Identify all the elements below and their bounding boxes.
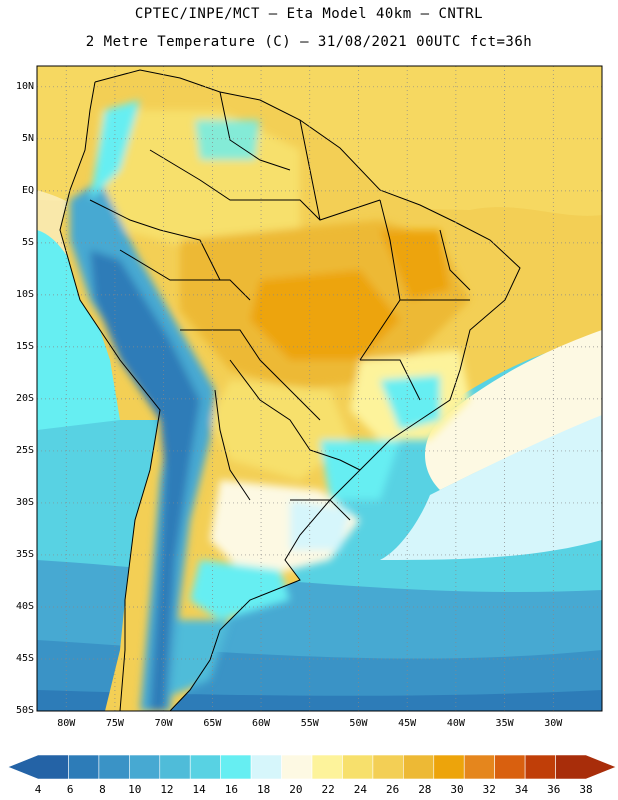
colorbar-label: 8 xyxy=(99,783,106,796)
colorbar-label: 10 xyxy=(128,783,142,796)
colorbar-swatch xyxy=(250,754,282,780)
lon-label: 55W xyxy=(300,718,319,729)
colorbar xyxy=(7,754,617,780)
colorbar-label: 4 xyxy=(34,783,42,796)
colorbar-swatch xyxy=(403,754,435,780)
lon-label: 80W xyxy=(57,718,76,729)
colorbar-swatch xyxy=(159,754,191,780)
lat-label: 10S xyxy=(15,288,34,300)
country-borders xyxy=(59,69,521,711)
colorbar-label: 26 xyxy=(385,783,400,796)
colorbar-label: 34 xyxy=(514,783,529,796)
lon-label: 30W xyxy=(544,718,563,729)
lon-label: 45W xyxy=(398,718,417,729)
lon-label: 70W xyxy=(154,718,173,729)
lat-label: 40S xyxy=(15,600,34,612)
colorbar-label: 28 xyxy=(418,783,432,796)
colorbar-label: 36 xyxy=(547,783,561,796)
lon-label: 65W xyxy=(203,718,222,729)
colorbar-swatch xyxy=(524,754,556,780)
lat-label: 45S xyxy=(15,652,34,664)
colorbar-label: 22 xyxy=(321,783,335,796)
cool-ocean-band xyxy=(380,415,602,560)
lat-label: 5S xyxy=(21,236,34,248)
colorbar-swatch xyxy=(129,754,161,780)
lon-label: 35W xyxy=(495,718,514,729)
lon-label: 40W xyxy=(446,718,465,729)
lon-label: 60W xyxy=(252,718,271,729)
land-temperature-shading xyxy=(70,100,470,711)
lat-label: 25S xyxy=(15,444,34,456)
map-frame xyxy=(36,65,603,712)
title-line-1: CPTEC/INPE/MCT – Eta Model 40km – CNTRL xyxy=(134,6,484,22)
lon-label: 75W xyxy=(105,718,124,729)
colorbar-swatch xyxy=(220,754,252,780)
colorbar-label: 24 xyxy=(353,783,367,796)
lat-label: 5N xyxy=(21,132,34,144)
colorbar-swatch xyxy=(494,754,526,780)
colorbar-swatch xyxy=(342,754,374,780)
colorbar-label: 30 xyxy=(450,783,464,796)
colorbar-label: 12 xyxy=(160,783,174,796)
colorbar-swatch xyxy=(98,754,130,780)
colorbar-label: 32 xyxy=(482,783,496,796)
colorbar-label: 38 xyxy=(579,783,593,796)
colorbar-swatch xyxy=(189,754,221,780)
colorbar-swatch xyxy=(463,754,495,780)
colorbar-swatch xyxy=(7,754,69,780)
colorbar-swatch xyxy=(372,754,404,780)
lat-label: EQ xyxy=(21,184,34,196)
temperature-field xyxy=(37,66,602,711)
colorbar-swatch xyxy=(281,754,313,780)
colorbar-label: 14 xyxy=(192,783,206,796)
lat-label: 20S xyxy=(15,392,34,404)
colorbar-label: 18 xyxy=(257,783,271,796)
lat-label: 50S xyxy=(15,705,34,716)
colorbar-swatch xyxy=(311,754,343,780)
colorbar-label: 6 xyxy=(66,783,74,796)
title-line-2: 2 Metre Temperature (C) – 31/08/2021 00U… xyxy=(85,34,533,50)
subtropical-ocean xyxy=(425,330,602,490)
colorbar-swatch xyxy=(555,754,617,780)
lat-label: 30S xyxy=(15,496,34,508)
lat-label: 10N xyxy=(15,80,34,92)
lat-label: 35S xyxy=(15,548,34,560)
colorbar-label: 16 xyxy=(224,783,239,796)
colorbar-swatch xyxy=(433,754,465,780)
colorbar-label: 20 xyxy=(289,783,303,796)
pacific-mid xyxy=(37,230,120,430)
lon-label: 50W xyxy=(349,718,368,729)
lat-label: 15S xyxy=(15,340,34,352)
colorbar-swatch xyxy=(68,754,100,780)
